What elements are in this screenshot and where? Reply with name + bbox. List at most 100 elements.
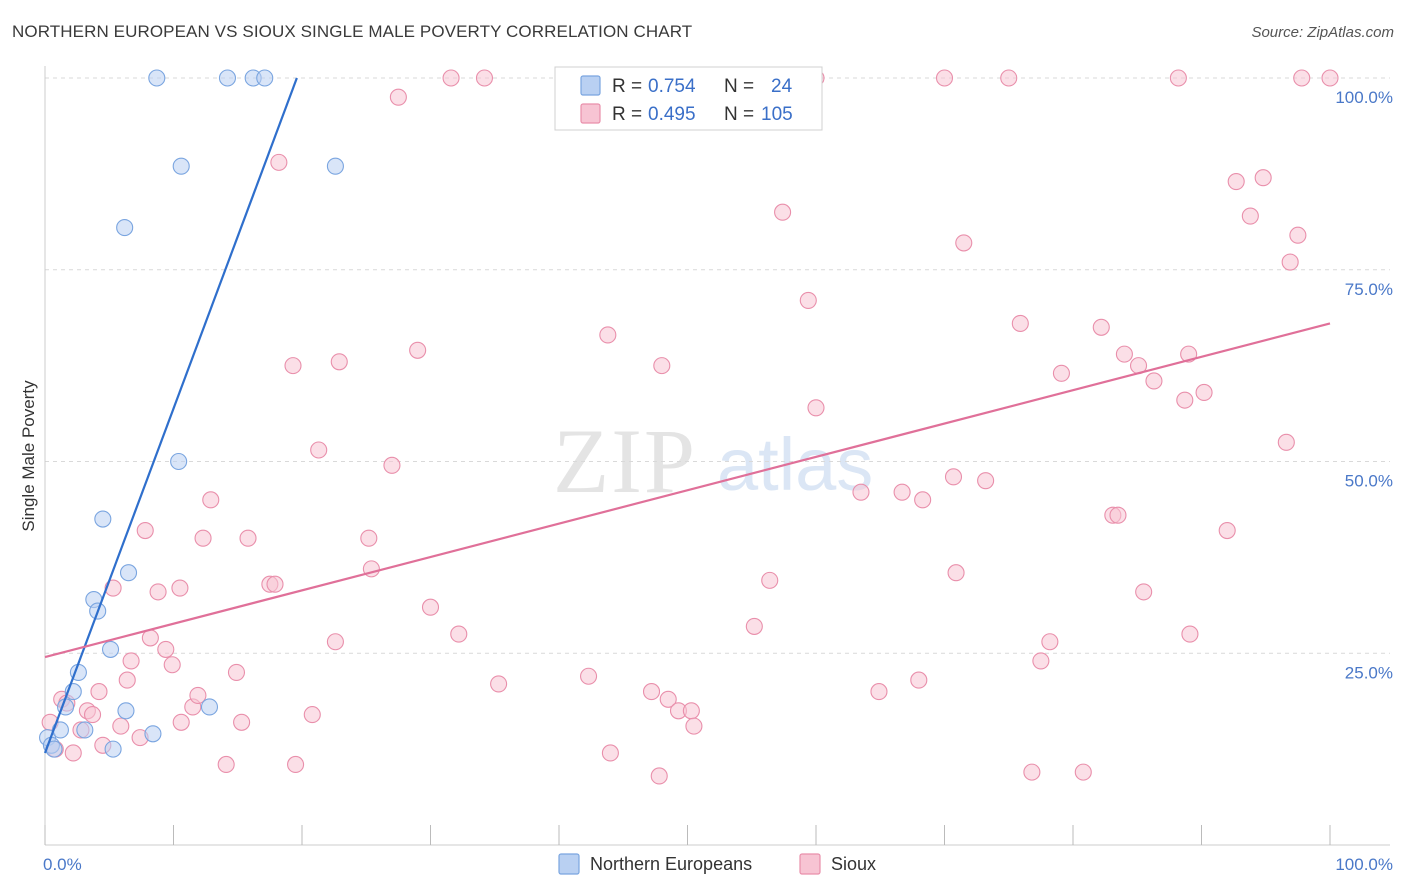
sioux-point-67 <box>852 483 870 501</box>
x-tick-label-1: 100.0% <box>1335 855 1393 874</box>
sioux-point-89 <box>1135 583 1153 601</box>
trend-lines <box>43 77 1331 754</box>
legend: R = 0.754 N = 24 R = 0.495 N = 105 <box>554 66 823 131</box>
watermark: ZIP atlas <box>553 410 873 512</box>
legend-r-label-1: R = <box>612 76 642 97</box>
northern-europeans-point-7 <box>76 721 94 739</box>
sioux-point-42 <box>389 88 407 106</box>
sioux-point-55 <box>653 357 671 375</box>
sioux-point-19 <box>163 656 181 674</box>
sioux-point-101 <box>1281 253 1299 271</box>
y-tick-label-0: 25.0% <box>1345 663 1393 682</box>
sioux-point-34 <box>287 755 305 774</box>
sioux-point-38 <box>330 353 348 371</box>
sioux-point-58 <box>682 702 700 720</box>
northern-europeans-point-17 <box>148 69 166 87</box>
sioux-point-79 <box>1023 763 1041 781</box>
sioux-point-63 <box>774 203 792 221</box>
sioux-point-29 <box>239 529 257 547</box>
northern-europeans-point-20 <box>200 698 219 716</box>
sioux-point-102 <box>1289 226 1307 244</box>
legend-swatch-blue <box>580 75 601 96</box>
sioux-point-104 <box>1321 69 1339 87</box>
sioux-point-69 <box>893 483 911 501</box>
legend-swatch-pink <box>580 103 601 124</box>
sioux-point-27 <box>227 663 246 681</box>
bottom-legend-swatch-blue <box>558 853 580 875</box>
sioux-point-59 <box>685 717 703 735</box>
legend-n-label-1: N = <box>724 76 754 97</box>
bottom-legend: Northern Europeans Sioux <box>558 853 876 875</box>
sioux-point-76 <box>977 472 995 490</box>
sioux-point-65 <box>807 399 825 417</box>
northern-europeans-point-15 <box>116 219 134 237</box>
sioux-point-36 <box>310 441 328 459</box>
sioux-point-23 <box>189 686 207 704</box>
sioux-point-97 <box>1227 172 1245 191</box>
legend-r-label-2: R = <box>612 104 642 125</box>
sioux-point-11 <box>112 717 130 735</box>
northern-europeans-point-11 <box>101 640 120 658</box>
sioux-point-56 <box>659 690 677 708</box>
sioux-point-43 <box>409 341 427 359</box>
sioux-point-4 <box>64 744 82 762</box>
northern-europeans-trend-line <box>43 77 298 754</box>
sioux-point-68 <box>870 683 888 701</box>
sioux-point-78 <box>1011 314 1029 332</box>
sioux-trend-line <box>44 322 1331 659</box>
sioux-point-28 <box>233 713 251 731</box>
sioux-point-32 <box>270 153 288 171</box>
sioux-point-39 <box>360 529 378 547</box>
sioux-point-44 <box>421 598 440 616</box>
sioux-point-49 <box>580 667 598 685</box>
sioux-point-70 <box>910 671 928 689</box>
sioux-point-13 <box>122 652 140 670</box>
northern-europeans-point-12 <box>104 740 122 758</box>
sioux-point-84 <box>1092 318 1110 336</box>
sioux-point-73 <box>944 468 963 486</box>
northern-europeans-point-24 <box>326 157 344 175</box>
sioux-point-48 <box>490 675 508 693</box>
sioux-point-75 <box>955 234 973 252</box>
sioux-point-50 <box>601 744 619 762</box>
sioux-point-46 <box>450 625 468 643</box>
sioux-point-7 <box>83 706 102 724</box>
tick-labels: 25.0% 50.0% 75.0% 100.0% 0.0% 100.0% <box>43 88 1393 874</box>
northern-europeans-point-19 <box>172 157 190 175</box>
sioux-point-77 <box>1000 69 1018 87</box>
sioux-point-33 <box>284 357 302 375</box>
sioux-point-81 <box>1041 633 1059 651</box>
sioux-point-61 <box>745 617 763 635</box>
sioux-point-25 <box>202 491 220 509</box>
sioux-point-41 <box>383 456 401 474</box>
sioux-point-86 <box>1109 506 1127 524</box>
source-credit: Source: ZipAtlas.com <box>1251 24 1394 41</box>
sioux-point-54 <box>650 767 668 785</box>
northern-europeans-point-14 <box>119 564 138 582</box>
northern-europeans-point-23 <box>256 69 274 87</box>
legend-r-value-2: 0.495 <box>648 104 696 125</box>
bottom-legend-swatch-pink <box>799 853 821 875</box>
sioux-points <box>41 69 1339 785</box>
sioux-point-82 <box>1052 364 1070 382</box>
sioux-point-45 <box>442 69 460 87</box>
gridlines <box>45 77 1390 654</box>
sioux-point-83 <box>1074 763 1092 781</box>
sioux-point-62 <box>761 571 779 589</box>
sioux-point-95 <box>1195 383 1213 402</box>
bottom-legend-label-1: Northern Europeans <box>590 854 752 874</box>
legend-n-value-2: 105 <box>761 104 793 125</box>
northern-europeans-point-18 <box>170 452 188 471</box>
sioux-point-96 <box>1218 521 1236 540</box>
sioux-point-92 <box>1176 391 1194 409</box>
sioux-point-47 <box>475 69 494 87</box>
sioux-point-21 <box>172 713 190 731</box>
northern-europeans-point-21 <box>218 69 237 87</box>
sioux-point-100 <box>1277 433 1295 451</box>
chart-title: NORTHERN EUROPEAN VS SIOUX SINGLE MALE P… <box>12 22 693 41</box>
sioux-point-53 <box>642 683 661 701</box>
sioux-point-99 <box>1254 169 1272 187</box>
northern-europeans-points <box>39 69 344 758</box>
y-tick-label-3: 100.0% <box>1335 88 1393 107</box>
